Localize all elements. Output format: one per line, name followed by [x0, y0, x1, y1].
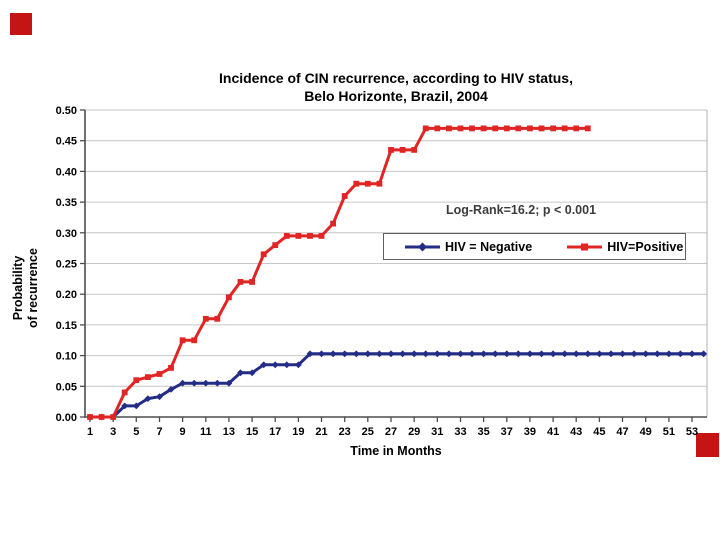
svg-text:9: 9	[180, 426, 186, 438]
svg-text:15: 15	[246, 426, 258, 438]
svg-text:5: 5	[133, 426, 139, 438]
svg-text:27: 27	[385, 426, 397, 438]
legend-item-hiv-positive: HIV=Positive	[566, 240, 683, 254]
svg-text:0.30: 0.30	[56, 228, 77, 240]
svg-text:0.05: 0.05	[56, 381, 77, 393]
svg-text:51: 51	[663, 426, 675, 438]
chart-title-line2: Belo Horizonte, Brazil, 2004	[304, 88, 488, 104]
chart-legend: HIV = Negative HIV=Positive	[383, 233, 686, 260]
y-axis-title-line1: Probability	[11, 255, 25, 321]
legend-label-hiv-positive: HIV=Positive	[607, 239, 684, 254]
svg-text:31: 31	[431, 426, 443, 438]
svg-text:0.20: 0.20	[56, 289, 77, 301]
svg-text:13: 13	[223, 426, 235, 438]
svg-text:25: 25	[362, 426, 374, 438]
svg-text:41: 41	[547, 426, 559, 438]
svg-text:0.15: 0.15	[56, 320, 77, 332]
svg-text:0.00: 0.00	[56, 412, 77, 424]
svg-text:29: 29	[408, 426, 420, 438]
chart-title-line1: Incidence of CIN recurrence, according t…	[219, 70, 573, 86]
corner-decor-top-left	[10, 13, 32, 35]
corner-decor-bottom-right	[696, 433, 719, 457]
svg-text:11: 11	[200, 426, 212, 438]
y-axis-title: Probability of recurrence	[11, 208, 43, 368]
svg-text:19: 19	[292, 426, 304, 438]
svg-text:0.35: 0.35	[56, 197, 77, 209]
svg-text:0.10: 0.10	[56, 351, 77, 363]
svg-text:39: 39	[524, 426, 536, 438]
hiv-positive-line-marker-icon	[567, 243, 603, 250]
chart-title: Incidence of CIN recurrence, according t…	[85, 69, 707, 105]
svg-text:37: 37	[501, 426, 513, 438]
legend-label-hiv-negative: HIV = Negative	[445, 239, 533, 254]
svg-text:53: 53	[686, 426, 698, 438]
svg-text:49: 49	[640, 426, 652, 438]
x-axis-title: Time in Months	[350, 444, 442, 458]
svg-text:47: 47	[616, 426, 628, 438]
svg-text:0.50: 0.50	[56, 105, 77, 117]
svg-text:17: 17	[269, 426, 281, 438]
svg-text:1: 1	[87, 426, 93, 438]
svg-text:3: 3	[110, 426, 116, 438]
svg-text:21: 21	[315, 426, 327, 438]
legend-item-hiv-negative: HIV = Negative	[404, 240, 532, 254]
log-rank-annotation: Log-Rank=16.2; p < 0.001	[445, 203, 597, 217]
svg-text:23: 23	[339, 426, 351, 438]
y-axis-title-line2: of recurrence	[26, 248, 40, 328]
svg-text:0.45: 0.45	[56, 136, 77, 148]
svg-text:0.25: 0.25	[56, 259, 77, 271]
svg-text:35: 35	[477, 426, 489, 438]
svg-text:0.40: 0.40	[56, 166, 77, 178]
svg-text:33: 33	[454, 426, 466, 438]
svg-text:45: 45	[593, 426, 605, 438]
svg-text:43: 43	[570, 426, 582, 438]
hiv-negative-line-marker-icon	[405, 242, 440, 251]
svg-text:7: 7	[156, 426, 162, 438]
